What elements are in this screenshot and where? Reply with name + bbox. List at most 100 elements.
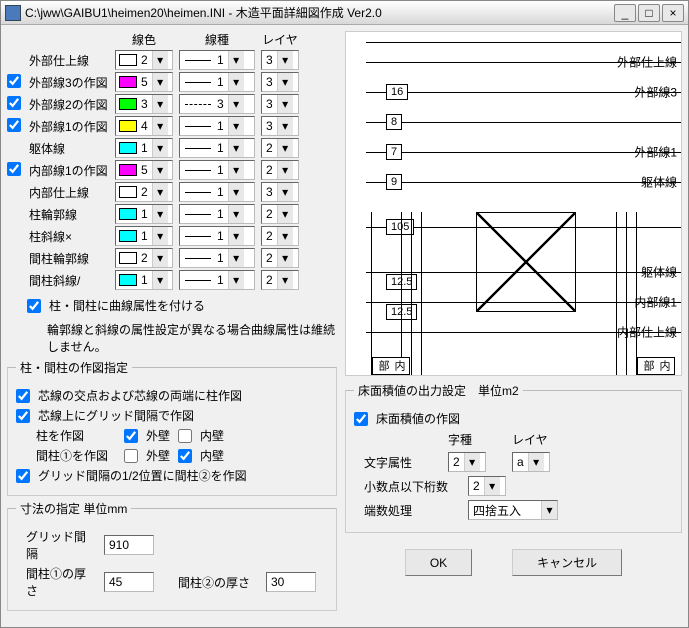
chevron-down-icon: ▾: [277, 117, 293, 135]
dimension-legend: 寸法の指定 単位mm: [16, 500, 131, 517]
line-label-1: 外部線3の作図: [29, 74, 109, 91]
line-checkbox-5[interactable]: [7, 162, 21, 176]
ok-button[interactable]: OK: [405, 549, 472, 576]
r2a-outer-label: 外壁: [146, 427, 170, 444]
m2-input[interactable]: [266, 572, 316, 592]
r2a-inner-label: 内壁: [200, 427, 224, 444]
titlebar: C:\jww\GAIBU1\heimen20\heimen.INI - 木造平面…: [1, 1, 688, 25]
line-type-select-6[interactable]: 1▾: [179, 182, 255, 202]
line-label-10: 間柱斜線/: [29, 272, 109, 289]
line-type-select-8[interactable]: 1▾: [179, 226, 255, 246]
line-type-select-1[interactable]: 1▾: [179, 72, 255, 92]
line-type-select-4[interactable]: 1▾: [179, 138, 255, 158]
pillar-legend: 柱・間柱の作図指定: [16, 359, 132, 376]
line-layer-select-3[interactable]: 3▾: [261, 116, 299, 136]
pillar-r2b-outer-checkbox[interactable]: [124, 449, 138, 463]
app-icon: [5, 5, 21, 21]
line-color-select-8[interactable]: 1▾: [115, 226, 173, 246]
preview-dim: 7: [386, 144, 402, 160]
r2b-outer-label: 外壁: [146, 447, 170, 464]
pillar-r2-label: 芯線上にグリッド間隔で作図: [38, 407, 194, 424]
line-layer-select-0[interactable]: 3▾: [261, 50, 299, 70]
chevron-down-icon: ▾: [228, 95, 244, 113]
preview-dim: 16: [386, 84, 408, 100]
line-color-select-3[interactable]: 4▾: [115, 116, 173, 136]
minimize-button[interactable]: _: [614, 4, 636, 22]
maximize-button[interactable]: □: [638, 4, 660, 22]
chevron-down-icon: ▾: [152, 271, 168, 289]
line-color-select-4[interactable]: 1▾: [115, 138, 173, 158]
line-checkbox-1[interactable]: [7, 74, 21, 88]
r2b-inner-label: 内壁: [200, 447, 224, 464]
header-type: 線種: [179, 31, 255, 48]
area-dec-select[interactable]: 2▾: [468, 476, 506, 496]
main-window: C:\jww\GAIBU1\heimen20\heimen.INI - 木造平面…: [0, 0, 689, 628]
line-layer-select-6[interactable]: 3▾: [261, 182, 299, 202]
chevron-down-icon: ▾: [277, 95, 293, 113]
line-color-select-6[interactable]: 2▾: [115, 182, 173, 202]
line-layer-select-2[interactable]: 3▾: [261, 94, 299, 114]
pillar-r2-checkbox[interactable]: [16, 409, 30, 423]
chevron-down-icon: ▾: [228, 271, 244, 289]
area-group: 床面積値の出力設定 単位m2 床面積値の作図 字種 レイヤ 文字属性 2▾ a▾…: [345, 382, 682, 533]
area-layer-select[interactable]: a▾: [512, 452, 550, 472]
preview-label: 内部線1: [634, 294, 677, 311]
curve-attr-checkbox[interactable]: [27, 299, 41, 313]
area-char-select[interactable]: 2▾: [448, 452, 486, 472]
line-layer-select-7[interactable]: 2▾: [261, 204, 299, 224]
line-type-select-2[interactable]: 3▾: [179, 94, 255, 114]
grid-label: グリッド間隔: [26, 528, 96, 562]
line-layer-select-4[interactable]: 2▾: [261, 138, 299, 158]
line-label-3: 外部線1の作図: [29, 118, 109, 135]
preview-dim: 9: [386, 174, 402, 190]
chevron-down-icon: ▾: [277, 249, 293, 267]
line-checkbox-2[interactable]: [7, 96, 21, 110]
area-create-label: 床面積値の作図: [376, 410, 460, 427]
line-checkbox-3[interactable]: [7, 118, 21, 132]
line-type-select-7[interactable]: 1▾: [179, 204, 255, 224]
chevron-down-icon: ▾: [277, 271, 293, 289]
line-layer-select-8[interactable]: 2▾: [261, 226, 299, 246]
line-type-select-3[interactable]: 1▾: [179, 116, 255, 136]
cancel-button[interactable]: キャンセル: [512, 549, 622, 576]
grid-input[interactable]: [104, 535, 154, 555]
chevron-down-icon: ▾: [152, 205, 168, 223]
area-round-select[interactable]: 四捨五入▾: [468, 500, 558, 520]
chevron-down-icon: ▾: [152, 139, 168, 157]
line-type-select-10[interactable]: 1▾: [179, 270, 255, 290]
chevron-down-icon: ▾: [228, 227, 244, 245]
line-color-select-2[interactable]: 3▾: [115, 94, 173, 114]
curve-note: 輪郭線と斜線の属性設定が異なる場合曲線属性は維続しません。: [47, 321, 337, 355]
line-color-select-10[interactable]: 1▾: [115, 270, 173, 290]
line-layer-select-9[interactable]: 2▾: [261, 248, 299, 268]
chevron-down-icon: ▾: [277, 183, 293, 201]
line-label-2: 外部線2の作図: [29, 96, 109, 113]
line-layer-select-10[interactable]: 2▾: [261, 270, 299, 290]
line-type-select-5[interactable]: 1▾: [179, 160, 255, 180]
pillar-r2b-inner-checkbox[interactable]: [178, 449, 192, 463]
preview-label: 躯体線: [641, 264, 677, 281]
m2-label: 間柱②の厚さ: [178, 574, 258, 591]
line-color-select-7[interactable]: 1▾: [115, 204, 173, 224]
line-layer-select-1[interactable]: 3▾: [261, 72, 299, 92]
client-area: 線色 線種 レイヤ 外部仕上線2▾1▾3▾外部線3の作図5▾1▾3▾外部線2の作…: [1, 25, 688, 627]
pillar-r1-checkbox[interactable]: [16, 389, 30, 403]
pillar-r3-checkbox[interactable]: [16, 469, 30, 483]
area-create-checkbox[interactable]: [354, 412, 368, 426]
line-layer-select-5[interactable]: 2▾: [261, 160, 299, 180]
chevron-down-icon: ▾: [528, 453, 544, 471]
line-color-select-5[interactable]: 5▾: [115, 160, 173, 180]
m1-input[interactable]: [104, 572, 154, 592]
line-color-select-1[interactable]: 5▾: [115, 72, 173, 92]
area-legend: 床面積値の出力設定 単位m2: [354, 382, 523, 399]
line-label-5: 内部線1の作図: [29, 162, 109, 179]
chevron-down-icon: ▾: [484, 477, 500, 495]
line-type-select-0[interactable]: 1▾: [179, 50, 255, 70]
close-button[interactable]: ×: [662, 4, 684, 22]
line-color-select-9[interactable]: 2▾: [115, 248, 173, 268]
line-type-select-9[interactable]: 1▾: [179, 248, 255, 268]
line-color-select-0[interactable]: 2▾: [115, 50, 173, 70]
pillar-r2a-outer-checkbox[interactable]: [124, 429, 138, 443]
pillar-r2a-inner-checkbox[interactable]: [178, 429, 192, 443]
line-label-4: 躯体線: [29, 140, 109, 157]
